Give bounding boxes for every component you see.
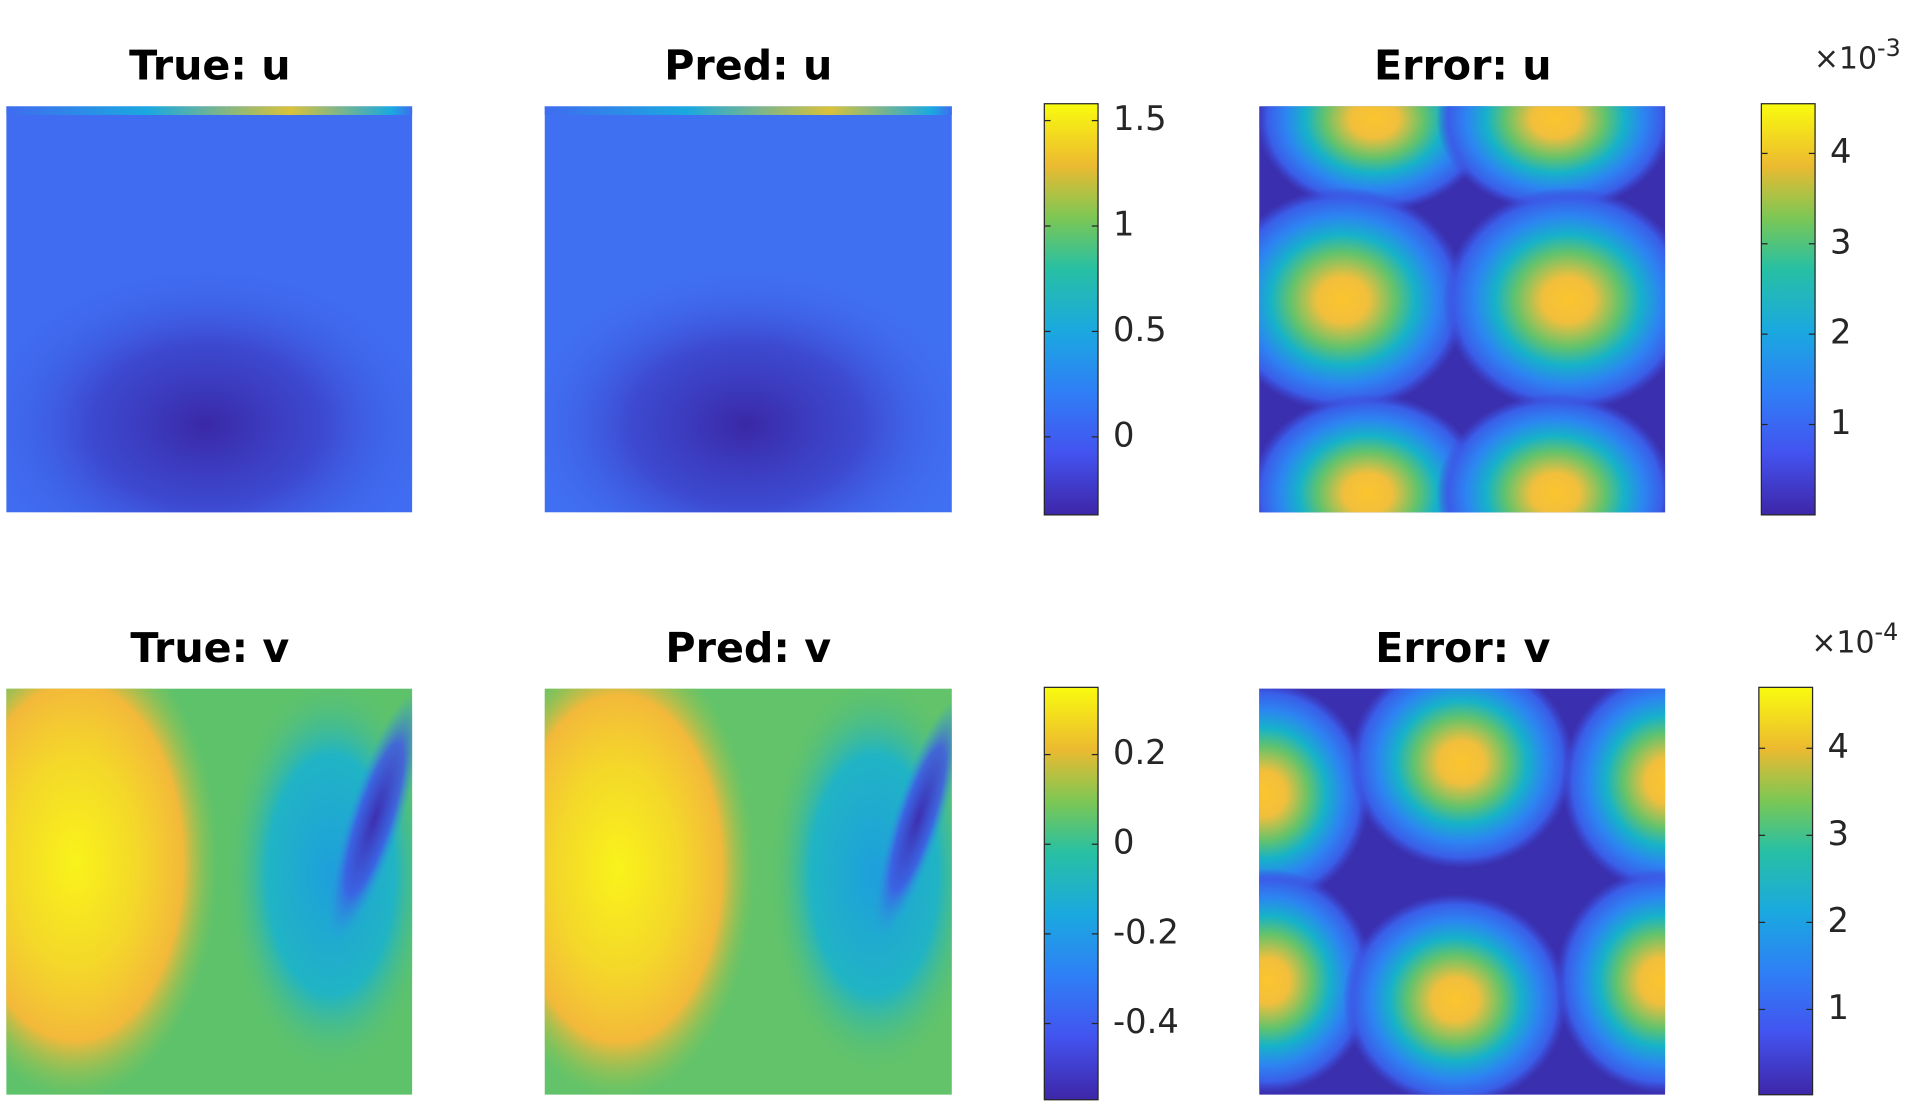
panel-title: Error: v [1375, 624, 1550, 672]
colorbar-tick-label: 1 [1113, 205, 1134, 244]
heatmap [1259, 688, 1666, 1095]
colorbar-tick-label: 0.5 [1113, 310, 1167, 349]
colorbar-tick-label: 4 [1830, 132, 1851, 171]
colorbar-tick-label: 0 [1113, 823, 1134, 862]
colorbar-tick-label: 2 [1828, 901, 1849, 940]
heatmap [1259, 106, 1666, 513]
panel-title: Pred: v [665, 624, 831, 672]
heatmap [544, 106, 952, 513]
colorbar-multiplier: ×10-4 [1811, 618, 1898, 661]
colorbar-tick-label: 0 [1113, 415, 1134, 454]
heatmap [6, 106, 413, 513]
colorbar-tick-label: 2 [1830, 313, 1851, 352]
colorbar-tick-label: 3 [1830, 222, 1851, 261]
colorbar [1043, 103, 1099, 516]
panel-title: Pred: u [664, 42, 832, 90]
colorbar-tick-label: -0.4 [1113, 1002, 1179, 1041]
colorbar-tick-label: 3 [1828, 814, 1849, 853]
colorbar [1758, 686, 1814, 1096]
colorbar [1760, 103, 1816, 516]
heatmap [544, 688, 952, 1095]
colorbar-tick-label: 0.2 [1113, 733, 1167, 772]
multiplier-exponent: -3 [1877, 34, 1901, 62]
colorbar [1043, 686, 1099, 1101]
panel-title: Error: u [1374, 42, 1552, 90]
colorbar-tick-label: 1 [1828, 988, 1849, 1027]
colorbar-tick-label: 4 [1828, 727, 1849, 766]
multiplier-base: ×10 [1814, 42, 1877, 77]
heatmap [6, 688, 413, 1095]
panel-title: True: u [129, 42, 290, 90]
panel-title: True: v [130, 624, 289, 672]
multiplier-base: ×10 [1811, 625, 1874, 660]
colorbar-tick-label: 1.5 [1113, 99, 1167, 138]
colorbar-multiplier: ×10-3 [1814, 34, 1901, 77]
colorbar-tick-label: -0.2 [1113, 912, 1179, 951]
colorbar-tick-label: 1 [1830, 403, 1851, 442]
multiplier-exponent: -4 [1875, 618, 1899, 646]
